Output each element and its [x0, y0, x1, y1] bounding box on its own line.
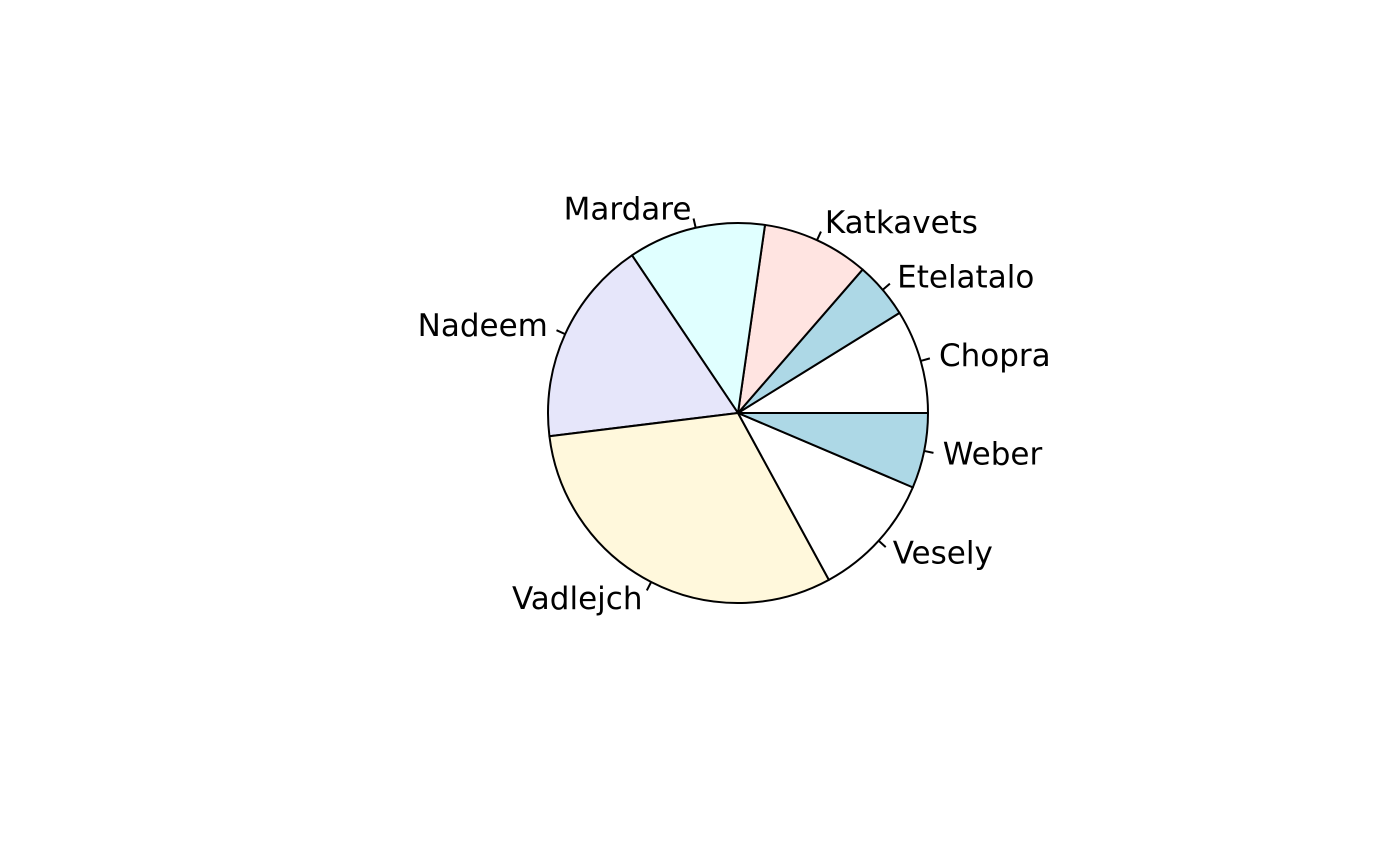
pie-slice-chopra [737, 311, 929, 414]
pie-label-etelatalo: Etelatalo [897, 260, 1034, 296]
label-tick-chopra [920, 357, 931, 362]
label-tick-mardare [692, 218, 697, 228]
label-tick-weber [923, 449, 934, 454]
pie-slice-weber [737, 412, 929, 489]
pie-slice-mardare [631, 222, 767, 414]
label-ticks [556, 218, 934, 591]
pie-label-katkavets: Katkavets [825, 205, 978, 241]
label-tick-etelatalo [882, 282, 891, 291]
pie-label-vesely: Vesely [893, 535, 993, 571]
pie-slice-vesely [737, 412, 914, 581]
pie-labels: Chopra Etelatalo Katkavets Mardare Nadeem Vad… [418, 191, 1051, 617]
pie-slice-nadeem [547, 254, 739, 438]
pie-slice-vadlejch [548, 412, 830, 604]
pie-label-chopra: Chopra [939, 338, 1051, 374]
pie-slice-katkavets [737, 223, 864, 414]
pie-slices [547, 222, 929, 604]
label-tick-vesely [878, 539, 887, 548]
pie-label-weber: Weber [943, 437, 1043, 473]
label-tick-nadeem [556, 329, 566, 336]
label-tick-katkavets [816, 231, 822, 241]
pie-label-nadeem: Nadeem [418, 308, 548, 344]
pie-label-vadlejch: Vadlejch [512, 581, 642, 617]
pie-label-mardare: Mardare [564, 191, 692, 227]
label-tick-vadlejch [645, 581, 653, 591]
